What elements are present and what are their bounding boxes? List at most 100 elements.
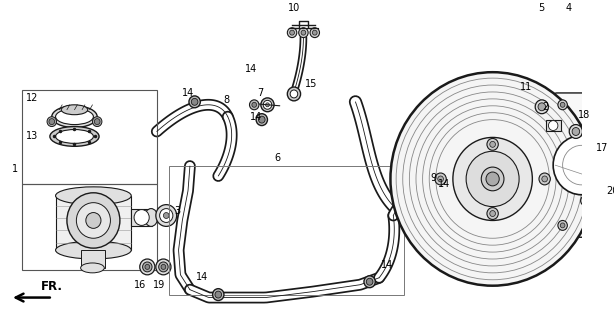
Text: 14: 14 xyxy=(182,88,194,98)
Circle shape xyxy=(134,210,149,225)
Circle shape xyxy=(266,103,270,107)
Text: 18: 18 xyxy=(578,110,591,120)
Circle shape xyxy=(583,157,591,165)
Circle shape xyxy=(263,100,272,109)
Circle shape xyxy=(261,98,274,112)
Circle shape xyxy=(487,208,499,220)
Circle shape xyxy=(596,100,605,110)
Ellipse shape xyxy=(55,241,131,259)
Text: FR.: FR. xyxy=(41,280,63,292)
Text: 16: 16 xyxy=(134,280,146,290)
Bar xyxy=(21,184,157,270)
Circle shape xyxy=(298,28,308,37)
Text: 4: 4 xyxy=(565,3,572,13)
Circle shape xyxy=(490,141,495,147)
Circle shape xyxy=(548,121,558,131)
Circle shape xyxy=(192,98,198,105)
Text: 19: 19 xyxy=(152,280,165,290)
Text: 2: 2 xyxy=(543,102,549,112)
Circle shape xyxy=(391,72,595,286)
Text: 7: 7 xyxy=(257,88,263,98)
Circle shape xyxy=(596,220,605,230)
Ellipse shape xyxy=(55,187,131,205)
Ellipse shape xyxy=(61,105,88,115)
Circle shape xyxy=(560,223,565,228)
Circle shape xyxy=(535,100,548,114)
Circle shape xyxy=(76,203,111,238)
Circle shape xyxy=(466,151,519,207)
Circle shape xyxy=(86,212,101,228)
Circle shape xyxy=(161,264,166,269)
Circle shape xyxy=(438,176,443,182)
Circle shape xyxy=(249,100,259,110)
Ellipse shape xyxy=(50,126,99,146)
Circle shape xyxy=(558,100,567,110)
Circle shape xyxy=(569,124,583,139)
Circle shape xyxy=(598,102,603,107)
Text: 10: 10 xyxy=(288,3,300,13)
Bar xyxy=(131,209,152,226)
Circle shape xyxy=(287,28,297,37)
Text: 14: 14 xyxy=(250,112,262,122)
Text: 13: 13 xyxy=(26,132,39,141)
Circle shape xyxy=(290,30,295,35)
Circle shape xyxy=(487,139,499,150)
Bar xyxy=(546,120,561,132)
Circle shape xyxy=(435,173,446,185)
Bar xyxy=(21,90,157,184)
Circle shape xyxy=(252,102,257,107)
Circle shape xyxy=(47,117,56,126)
Circle shape xyxy=(67,193,120,248)
Circle shape xyxy=(415,188,426,200)
Bar xyxy=(169,166,403,295)
Circle shape xyxy=(156,205,177,226)
Circle shape xyxy=(486,172,499,186)
Circle shape xyxy=(581,196,590,206)
Circle shape xyxy=(301,30,306,35)
Circle shape xyxy=(256,114,268,125)
Circle shape xyxy=(163,212,169,219)
Circle shape xyxy=(93,117,102,126)
Text: 8: 8 xyxy=(223,95,229,105)
Circle shape xyxy=(212,289,224,300)
Text: 14: 14 xyxy=(245,64,257,74)
Circle shape xyxy=(481,167,504,191)
Circle shape xyxy=(189,96,200,108)
Circle shape xyxy=(490,211,495,217)
Text: 6: 6 xyxy=(275,153,281,163)
Circle shape xyxy=(287,87,301,101)
Circle shape xyxy=(156,259,171,275)
Circle shape xyxy=(158,262,168,272)
Circle shape xyxy=(160,209,173,222)
Text: 5: 5 xyxy=(538,3,544,13)
Circle shape xyxy=(538,103,546,111)
Text: 15: 15 xyxy=(305,79,317,89)
Circle shape xyxy=(364,276,375,288)
FancyBboxPatch shape xyxy=(553,93,610,237)
Circle shape xyxy=(258,116,265,123)
Ellipse shape xyxy=(52,106,97,128)
Text: 20: 20 xyxy=(607,186,614,196)
Circle shape xyxy=(49,119,55,124)
Ellipse shape xyxy=(144,209,158,226)
Bar xyxy=(81,250,105,268)
Circle shape xyxy=(215,291,222,298)
Circle shape xyxy=(290,90,298,98)
Text: 17: 17 xyxy=(596,143,608,153)
Circle shape xyxy=(140,259,155,275)
Circle shape xyxy=(453,137,532,220)
Circle shape xyxy=(310,28,319,37)
Circle shape xyxy=(542,176,548,182)
Text: 14: 14 xyxy=(381,260,393,270)
Circle shape xyxy=(313,30,317,35)
Ellipse shape xyxy=(55,130,93,143)
Text: 11: 11 xyxy=(519,82,532,92)
Text: 9: 9 xyxy=(430,173,436,183)
Text: 12: 12 xyxy=(26,93,39,103)
Circle shape xyxy=(598,223,603,228)
Circle shape xyxy=(418,190,424,197)
Circle shape xyxy=(560,102,565,107)
Circle shape xyxy=(558,220,567,230)
Circle shape xyxy=(95,119,100,124)
Text: 3: 3 xyxy=(175,205,181,216)
